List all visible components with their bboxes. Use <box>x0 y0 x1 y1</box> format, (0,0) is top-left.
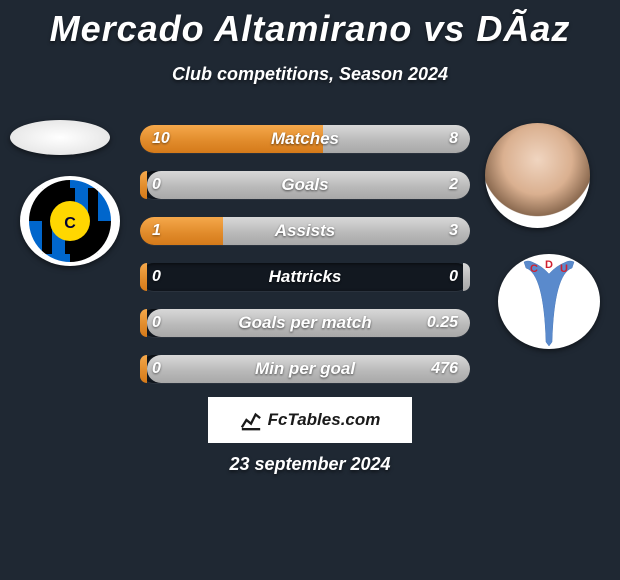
svg-text:D: D <box>545 259 553 271</box>
player-right-avatar <box>485 123 590 228</box>
subtitle: Club competitions, Season 2024 <box>0 64 620 85</box>
player-left-avatar <box>10 120 110 155</box>
stat-label: Matches <box>140 125 470 153</box>
club-right-badge: C D U <box>498 254 600 349</box>
stat-label: Hattricks <box>140 263 470 291</box>
chart-icon <box>240 409 262 431</box>
stat-row: 02Goals <box>140 171 470 199</box>
stat-label: Goals per match <box>140 309 470 337</box>
page-title: Mercado Altamirano vs DÃ­az <box>0 0 620 50</box>
stat-label: Goals <box>140 171 470 199</box>
svg-text:U: U <box>560 263 568 275</box>
stat-row: 108Matches <box>140 125 470 153</box>
stat-label: Min per goal <box>140 355 470 383</box>
badge-text: FcTables.com <box>268 410 381 430</box>
fctables-badge: FcTables.com <box>208 397 412 443</box>
stat-row: 00Hattricks <box>140 263 470 291</box>
stat-row: 13Assists <box>140 217 470 245</box>
svg-text:C: C <box>530 263 538 275</box>
stats-container: 108Matches 02Goals 13Assists 00Hattricks 00.… <box>140 125 470 401</box>
stat-row: 0476Min per goal <box>140 355 470 383</box>
club-left-badge: C <box>20 176 120 266</box>
date-label: 23 september 2024 <box>0 454 620 475</box>
svg-text:C: C <box>64 215 76 232</box>
stat-row: 00.25Goals per match <box>140 309 470 337</box>
stat-label: Assists <box>140 217 470 245</box>
